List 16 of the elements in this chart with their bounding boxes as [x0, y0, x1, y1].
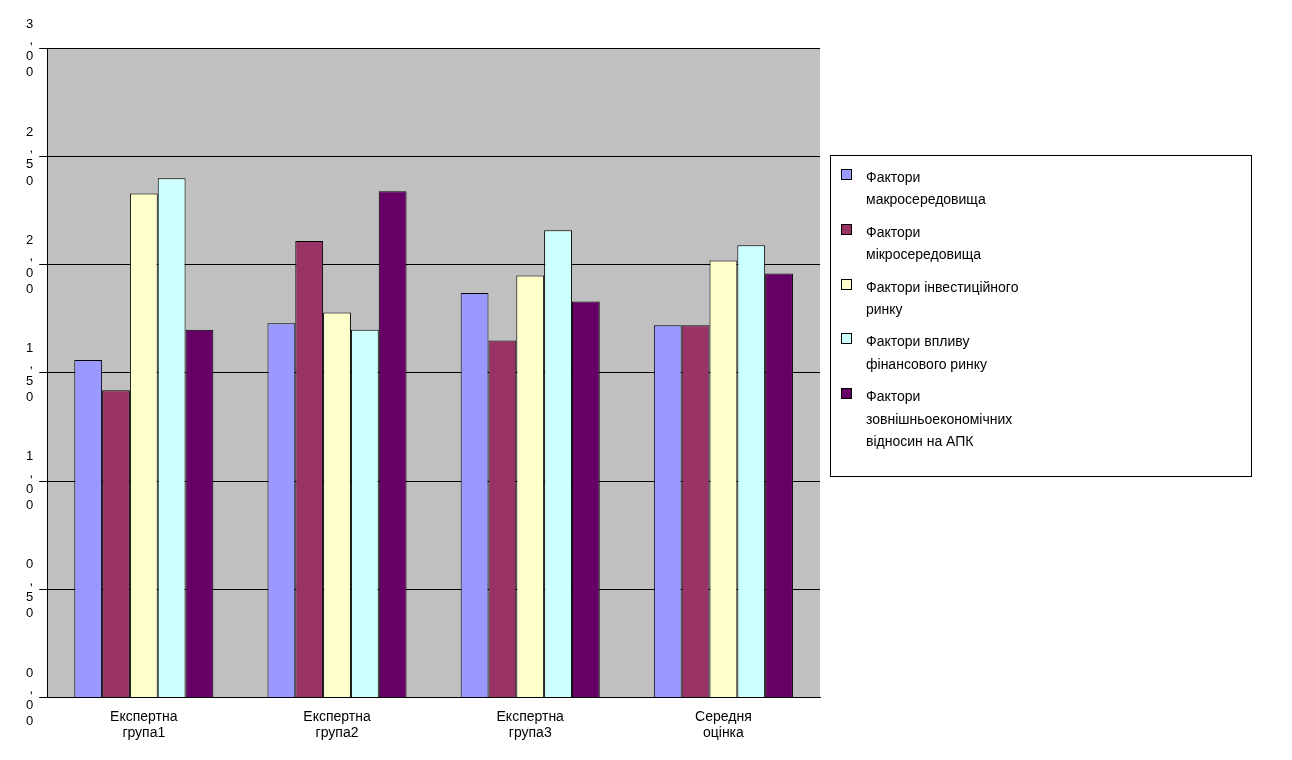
- y-tick-label: 2,50: [26, 123, 34, 188]
- legend-label: Фактори інвестиційного ринку: [866, 277, 1020, 319]
- x-tick-label: Середня оцінка: [695, 707, 752, 741]
- y-tick-label: 1,50: [26, 340, 34, 404]
- x-tick-label: Експертна група2: [303, 707, 371, 741]
- y-tick-label: 3,00: [26, 15, 34, 80]
- y-tick-label: 1,00: [26, 448, 34, 513]
- x-tick-label: Експертна група3: [496, 707, 565, 741]
- legend-label: Фактори макросередовища: [866, 168, 987, 210]
- legend-label: Фактори мікросередовища: [866, 222, 982, 265]
- x-tick-label: Експертна група1: [110, 707, 178, 741]
- legend-label: Фактори зовнішньоекономічних відносин на АПК: [866, 387, 1014, 451]
- y-tick-label: 0,00: [26, 664, 34, 729]
- y-tick-label: 2,00: [26, 232, 34, 296]
- legend-label: Фактори впливу фінансового ринку: [866, 332, 988, 374]
- y-tick-label: 0,50: [26, 556, 34, 621]
